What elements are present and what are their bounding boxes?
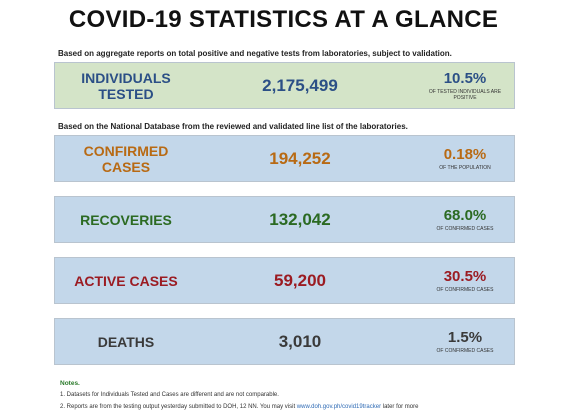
active-cases-label: ACTIVE CASES: [74, 272, 178, 289]
recoveries-pct: 68.0%: [443, 206, 487, 224]
positivity-block: 10.5% OF TESTED INDIVIDUALS ARE POSITIVE: [415, 63, 515, 108]
active-pct: 30.5%: [443, 267, 487, 285]
recoveries-pct-block: 68.0% OF CONFIRMED CASES: [415, 197, 515, 242]
individuals-tested-card: INDIVIDUALS TESTED 2,175,499 10.5% OF TE…: [54, 62, 515, 109]
active-pct-caption: OF CONFIRMED CASES: [436, 286, 494, 293]
note-2: 2. Reports are from the testing output y…: [60, 404, 418, 410]
note-2-text: 2. Reports are from the testing output y…: [60, 404, 296, 410]
covid-tracker-link[interactable]: www.doh.gov.ph/covid19tracker: [296, 404, 382, 410]
recoveries-label: RECOVERIES: [80, 211, 172, 228]
page-title: COVID-19 STATISTICS AT A GLANCE: [68, 6, 499, 33]
confirmed-pct: 0.18%: [443, 145, 487, 163]
confirmed-cases-label: CONFIRMED CASES: [83, 142, 169, 175]
deaths-pct: 1.5%: [447, 328, 483, 346]
confirmed-pct-block: 0.18% OF THE POPULATION: [415, 136, 515, 181]
deaths-pct-caption: OF CONFIRMED CASES: [436, 347, 494, 354]
individuals-tested-label: INDIVIDUALS TESTED: [81, 69, 171, 102]
recoveries-value: 132,042: [269, 209, 331, 229]
active-pct-block: 30.5% OF CONFIRMED CASES: [415, 258, 515, 303]
confirmed-cases-value: 194,252: [269, 148, 331, 168]
deaths-pct-block: 1.5% OF CONFIRMED CASES: [415, 319, 515, 364]
notes-heading: Notes.: [60, 380, 80, 387]
recoveries-card: RECOVERIES 132,042 68.0% OF CONFIRMED CA…: [54, 196, 515, 243]
active-cases-value: 59,200: [274, 270, 326, 290]
tested-caption: Based on aggregate reports on total posi…: [58, 49, 452, 58]
deaths-label: DEATHS: [97, 333, 155, 350]
note-1: 1. Datasets for Individuals Tested and C…: [60, 392, 279, 398]
database-caption: Based on the National Database from the …: [58, 122, 408, 131]
confirmed-pct-caption: OF THE POPULATION: [439, 164, 491, 171]
deaths-card: DEATHS 3,010 1.5% OF CONFIRMED CASES: [54, 318, 515, 365]
individuals-tested-value: 2,175,499: [262, 75, 338, 95]
deaths-value: 3,010: [278, 331, 322, 351]
confirmed-cases-card: CONFIRMED CASES 194,252 0.18% OF THE POP…: [54, 135, 515, 182]
note-2-tail: later for more: [382, 404, 419, 410]
active-cases-card: ACTIVE CASES 59,200 30.5% OF CONFIRMED C…: [54, 257, 515, 304]
positivity-caption: OF TESTED INDIVIDUALS ARE POSITIVE: [428, 88, 502, 101]
positivity-rate: 10.5%: [443, 69, 487, 87]
recoveries-pct-caption: OF CONFIRMED CASES: [436, 225, 494, 232]
